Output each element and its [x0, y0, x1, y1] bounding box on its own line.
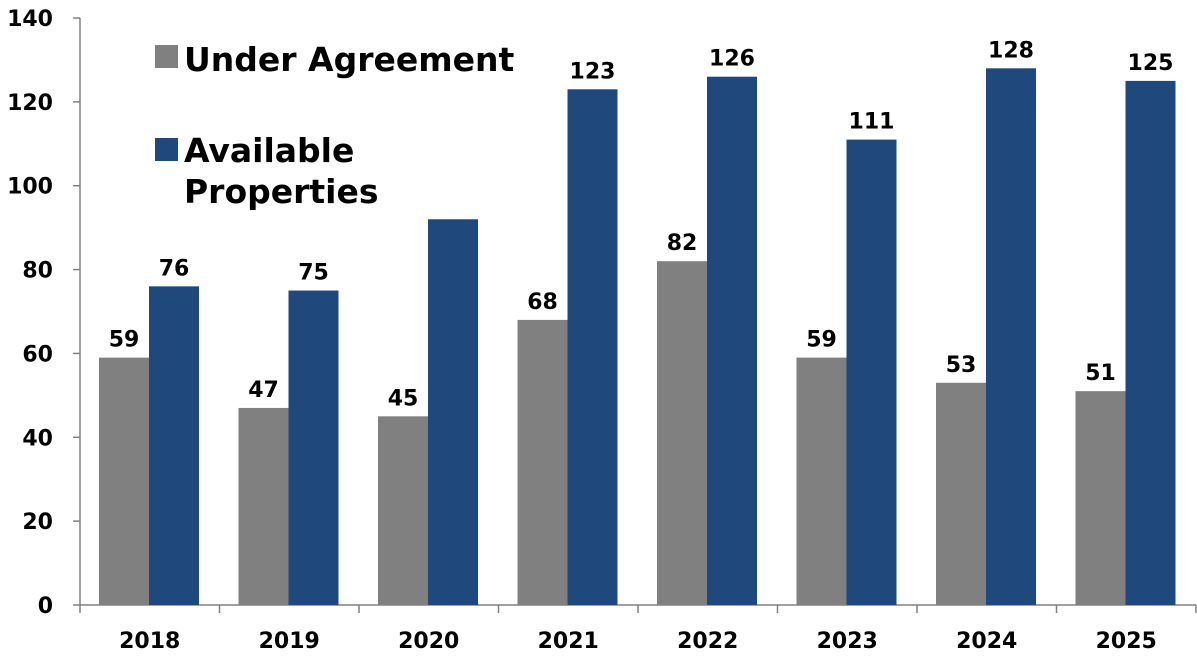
data-label-0-2022: 82: [667, 231, 698, 256]
legend: Under Agreement Available Properties: [155, 40, 515, 211]
bar-0-2025: [1075, 391, 1126, 605]
y-tick-label: 40: [22, 426, 53, 451]
data-label-0-2025: 51: [1085, 361, 1116, 386]
bar-1-2023: [846, 139, 897, 606]
bar-0-2023: [796, 357, 847, 605]
data-label-1-2024: 128: [988, 38, 1034, 63]
data-label-1-2021: 123: [570, 59, 616, 84]
bar-0-2022: [657, 261, 707, 605]
legend-label-line-2: Properties: [184, 172, 379, 211]
bar-0-2021: [517, 319, 568, 605]
x-tick-label: 2018: [119, 629, 180, 654]
data-label-1-2018: 76: [159, 256, 190, 281]
bar-1-2022: [707, 76, 757, 605]
data-label-0-2021: 68: [527, 290, 558, 315]
x-tick-label: 2019: [259, 629, 320, 654]
data-labels: 59 47 45 68 82 59 53 51 76 75 123 126 111 128 125: [109, 38, 1174, 411]
x-tick-label: 2023: [817, 629, 878, 654]
y-tick-label: 140: [7, 7, 53, 32]
bar-1-2024: [986, 68, 1036, 606]
y-tick-label: 20: [22, 510, 53, 535]
bar-1-2019: [288, 290, 339, 605]
data-label-1-2023: 111: [849, 110, 895, 135]
bar-1-2020: [428, 219, 478, 605]
bar-0-2018: [99, 357, 149, 605]
bars: [99, 68, 1176, 606]
y-tick-label: 120: [7, 91, 53, 116]
bar-0-2024: [936, 382, 986, 605]
legend-swatch-available-properties: [155, 138, 178, 161]
legend-label-line-1: Available: [184, 131, 354, 170]
y-tick-label: 0: [38, 594, 53, 619]
x-tick-label: 2022: [677, 629, 738, 654]
x-tick-label: 2025: [1096, 629, 1157, 654]
bar-0-2019: [238, 407, 289, 605]
bar-1-2021: [567, 89, 618, 606]
legend-label-available-properties: Available Properties: [184, 131, 379, 211]
y-tick-label: 60: [22, 342, 53, 367]
y-tick-label: 100: [7, 175, 53, 200]
data-label-1-2019: 75: [298, 261, 329, 286]
data-label-0-2024: 53: [946, 353, 977, 378]
x-tick-label: 2021: [538, 629, 599, 654]
legend-swatch-under-agreement: [155, 45, 178, 68]
data-label-0-2023: 59: [806, 328, 837, 353]
x-tick-label: 2024: [956, 629, 1017, 654]
axes: 0 20 40 60 80 100 120 140 2018 2019 2020 2021 2022 20…: [7, 7, 1197, 654]
x-tick-label: 2020: [398, 629, 459, 654]
legend-label-under-agreement: Under Agreement: [184, 40, 515, 79]
bar-0-2020: [378, 416, 428, 605]
bar-1-2025: [1125, 80, 1176, 605]
data-label-0-2018: 59: [109, 328, 140, 353]
data-label-1-2025: 125: [1128, 51, 1174, 76]
data-label-0-2020: 45: [388, 386, 419, 411]
data-label-0-2019: 47: [248, 378, 279, 403]
y-tick-label: 80: [22, 259, 53, 284]
bar-1-2018: [149, 286, 199, 605]
data-label-1-2022: 126: [709, 47, 755, 72]
